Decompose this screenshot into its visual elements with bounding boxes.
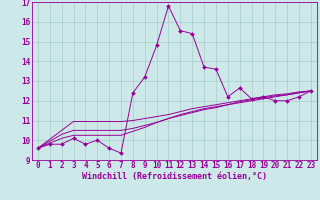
X-axis label: Windchill (Refroidissement éolien,°C): Windchill (Refroidissement éolien,°C)	[82, 172, 267, 181]
